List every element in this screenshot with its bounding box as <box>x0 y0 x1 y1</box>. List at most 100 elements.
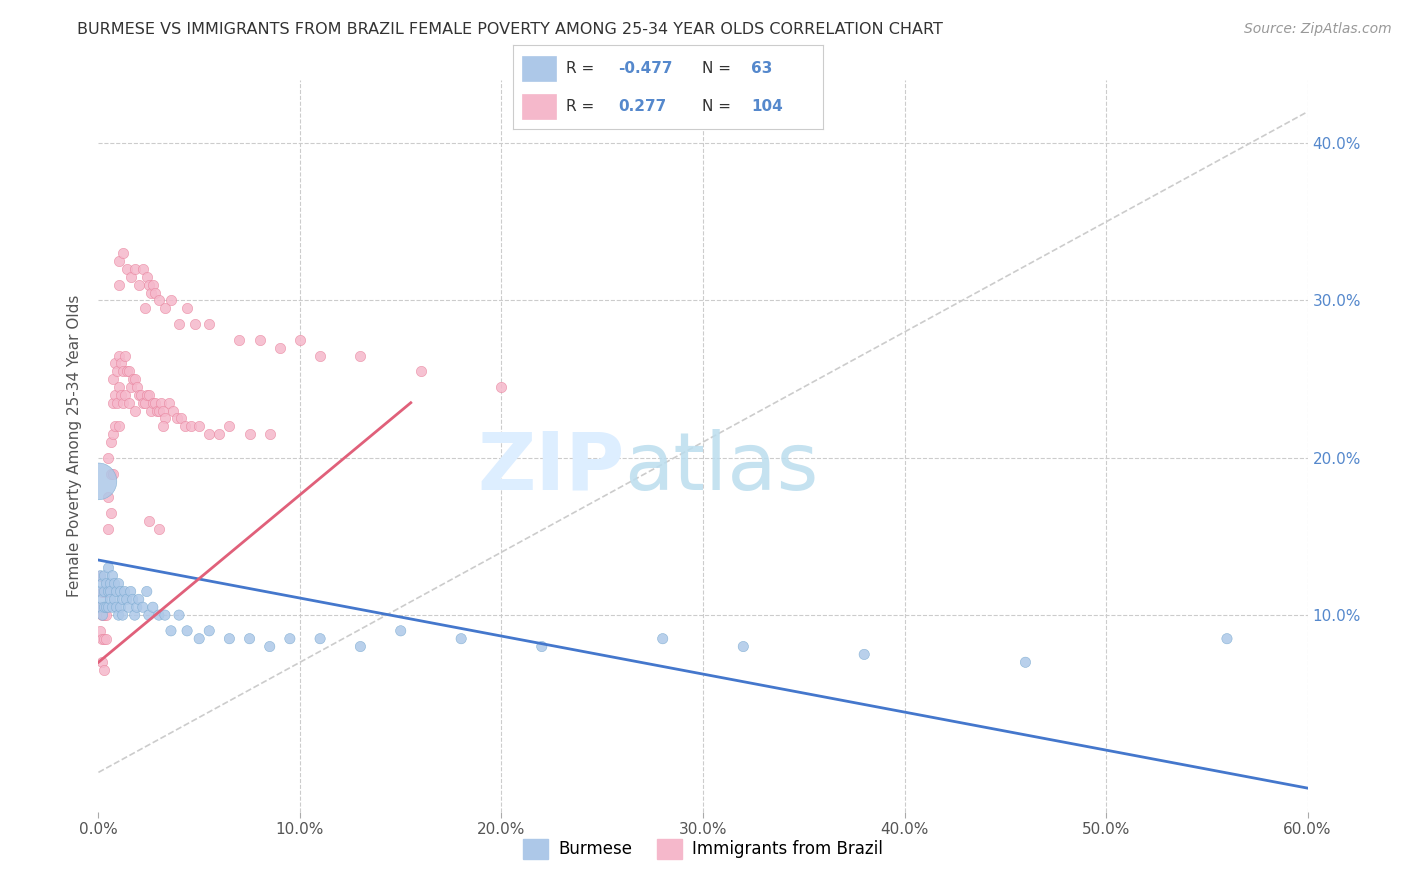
Point <box>87 475 110 489</box>
Text: N =: N = <box>702 99 735 114</box>
Point <box>101 372 124 386</box>
Point <box>134 301 156 316</box>
Point <box>160 624 183 638</box>
Point <box>853 648 876 662</box>
Point <box>138 388 160 402</box>
Point <box>143 396 166 410</box>
Point <box>89 624 111 638</box>
Point <box>89 568 111 582</box>
Point <box>153 301 176 316</box>
Point <box>101 568 124 582</box>
Point <box>89 600 111 615</box>
Point <box>93 663 115 677</box>
Point <box>167 317 190 331</box>
Point <box>105 600 128 615</box>
Point <box>152 403 174 417</box>
Point <box>101 396 124 410</box>
Point <box>149 396 172 410</box>
Point <box>120 380 142 394</box>
Point <box>93 584 115 599</box>
Point <box>96 600 118 615</box>
Point <box>125 380 148 394</box>
Point <box>111 396 134 410</box>
Point <box>89 568 111 582</box>
Text: 63: 63 <box>751 61 773 76</box>
Point <box>135 269 157 284</box>
Point <box>91 655 114 669</box>
Point <box>239 632 262 646</box>
Point <box>103 576 125 591</box>
Text: Source: ZipAtlas.com: Source: ZipAtlas.com <box>1244 22 1392 37</box>
Point <box>93 584 115 599</box>
Point <box>107 254 129 268</box>
Point <box>198 624 221 638</box>
Point <box>91 608 114 623</box>
Text: R =: R = <box>565 61 599 76</box>
Point <box>107 419 129 434</box>
Point <box>269 341 291 355</box>
Point <box>259 640 281 654</box>
Point <box>148 608 170 623</box>
Point <box>100 506 122 520</box>
Point <box>107 608 129 623</box>
Point <box>101 467 124 481</box>
Point <box>309 632 332 646</box>
Point <box>97 450 120 465</box>
Point <box>148 403 170 417</box>
Text: ZIP: ZIP <box>477 429 624 507</box>
Point <box>138 277 160 292</box>
Point <box>176 301 198 316</box>
Point <box>100 435 122 450</box>
Point <box>409 364 432 378</box>
Point <box>132 396 155 410</box>
Point <box>124 372 146 386</box>
Point <box>97 584 120 599</box>
Point <box>100 592 122 607</box>
Point <box>309 349 332 363</box>
Point <box>100 467 122 481</box>
Point <box>96 584 118 599</box>
Point <box>278 632 301 646</box>
Point <box>111 608 134 623</box>
Point <box>132 262 155 277</box>
Point <box>491 380 513 394</box>
Point <box>124 262 146 277</box>
Point <box>128 592 150 607</box>
Y-axis label: Female Poverty Among 25-34 Year Olds: Female Poverty Among 25-34 Year Olds <box>67 295 83 597</box>
Point <box>91 576 114 591</box>
Point <box>184 317 207 331</box>
Text: -0.477: -0.477 <box>619 61 673 76</box>
Point <box>135 584 157 599</box>
Point <box>153 608 176 623</box>
Point <box>135 388 157 402</box>
Point <box>139 285 162 300</box>
Point <box>160 293 183 308</box>
Point <box>91 632 114 646</box>
Point <box>125 600 148 615</box>
Point <box>128 388 150 402</box>
Point <box>107 380 129 394</box>
Point <box>198 427 221 442</box>
Point <box>142 277 165 292</box>
Point <box>115 592 138 607</box>
Point <box>530 640 553 654</box>
Point <box>105 396 128 410</box>
Point <box>288 333 311 347</box>
Point <box>101 600 124 615</box>
Bar <box>523 55 557 81</box>
Point <box>148 293 170 308</box>
Point <box>129 388 152 402</box>
Point <box>115 364 138 378</box>
Point <box>105 364 128 378</box>
Point <box>110 584 132 599</box>
Text: atlas: atlas <box>624 429 818 507</box>
Point <box>97 561 120 575</box>
Point <box>96 608 118 623</box>
Point <box>188 419 211 434</box>
Point <box>96 576 118 591</box>
Point <box>114 349 136 363</box>
Text: N =: N = <box>702 61 735 76</box>
Text: BURMESE VS IMMIGRANTS FROM BRAZIL FEMALE POVERTY AMONG 25-34 YEAR OLDS CORRELATI: BURMESE VS IMMIGRANTS FROM BRAZIL FEMALE… <box>77 22 943 37</box>
Point <box>174 419 197 434</box>
Point <box>218 419 240 434</box>
